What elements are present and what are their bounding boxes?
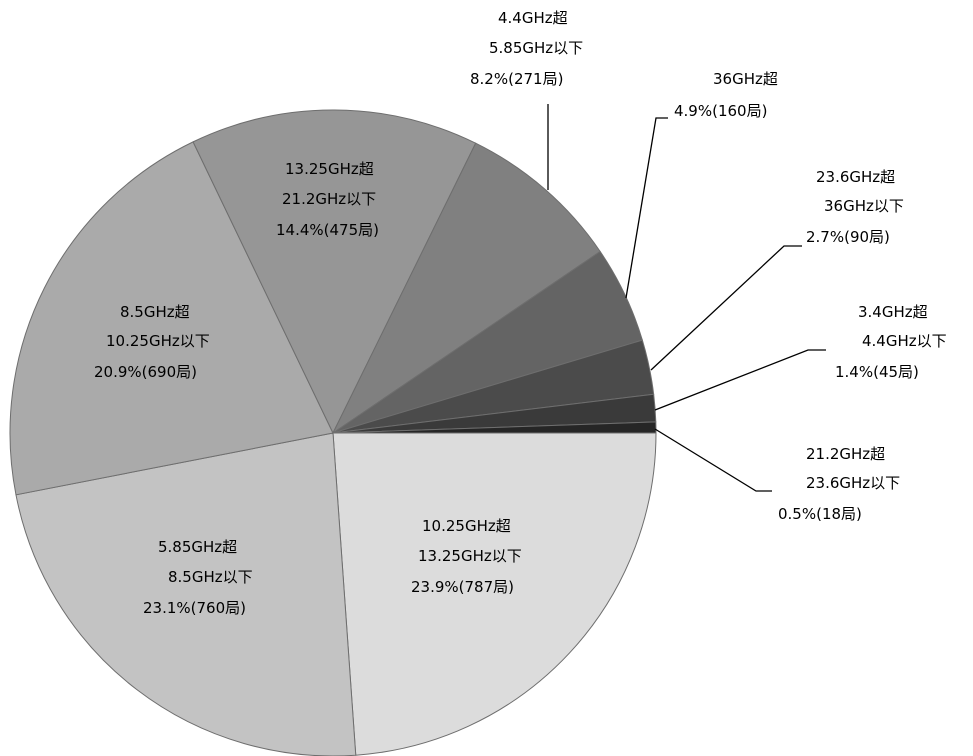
pie-slice-1 [332,432,657,756]
slice-value-label: 23.9%(787局) [411,578,514,596]
slice-range-label: 21.2GHz以下 [282,190,376,208]
slice-range-label: 8.5GHz超 [120,303,190,321]
slice-range-label: 23.6GHz以下 [806,474,900,492]
slice-range-label: 5.85GHz以下 [489,39,583,57]
slice-range-label: 23.6GHz超 [816,168,895,186]
pie-slice-9 [332,421,657,434]
pie-slice-5 [331,142,601,435]
pie-slice-3 [9,141,334,496]
slice-value-label: 4.9%(160局) [674,102,767,120]
leader-line-6 [625,117,668,299]
slice-value-label: 0.5%(18局) [778,505,862,523]
leader-line-7 [650,245,802,371]
pie-slice-2 [15,432,357,756]
slice-value-label: 2.7%(90局) [806,228,890,246]
pie-slice-4 [192,109,477,435]
slice-value-label: 1.4%(45局) [835,363,919,381]
slice-range-label: 36GHz超 [713,70,778,88]
slice-range-label: 36GHz以下 [824,197,904,215]
leader-lines [547,104,826,492]
slice-range-label: 10.25GHz以下 [106,332,210,350]
pie-slices [9,109,657,756]
slice-value-label: 8.2%(271局) [470,70,563,88]
slice-range-label: 4.4GHz超 [498,9,568,27]
slice-range-label: 10.25GHz超 [422,517,511,535]
slice-range-label: 21.2GHz超 [806,445,885,463]
slice-range-label: 8.5GHz以下 [168,568,253,586]
slice-range-label: 4.4GHz以下 [862,332,947,350]
slice-range-label: 13.25GHz以下 [418,547,522,565]
slice-value-label: 20.9%(690局) [94,363,197,381]
slice-labels: 10.25GHz超 13.25GHz以下 23.9%(787局) 5.85GHz超 8.… [94,9,947,617]
leader-line-9 [654,428,772,492]
slice-value-label: 23.1%(760局) [143,599,246,617]
slice-range-label: 13.25GHz超 [285,160,374,178]
slice-range-label: 5.85GHz超 [158,538,237,556]
slice-value-label: 14.4%(475局) [276,221,379,239]
slice-range-label: 3.4GHz超 [858,303,928,321]
leader-line-8 [654,349,826,411]
